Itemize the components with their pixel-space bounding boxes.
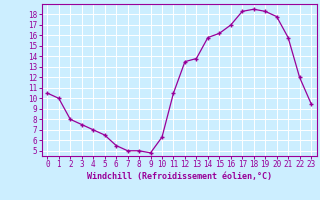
X-axis label: Windchill (Refroidissement éolien,°C): Windchill (Refroidissement éolien,°C) — [87, 172, 272, 181]
